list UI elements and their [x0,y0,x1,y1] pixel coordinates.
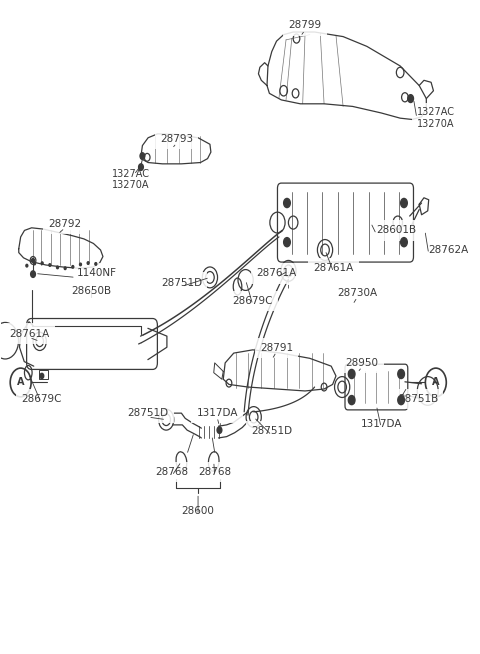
Text: 28793: 28793 [160,134,193,144]
Circle shape [401,237,408,247]
Text: 28768: 28768 [156,467,189,477]
Circle shape [284,198,290,207]
Text: 28761A: 28761A [256,269,297,279]
Text: 1327AC
13270A: 1327AC 13270A [417,107,455,129]
Circle shape [140,153,145,160]
Circle shape [31,271,36,277]
Circle shape [72,266,74,268]
Circle shape [41,262,43,264]
Circle shape [49,264,51,266]
Text: 1327AC
13270A: 1327AC 13270A [112,169,150,190]
Circle shape [408,95,413,103]
Text: 28601B: 28601B [376,226,417,235]
Text: 1317DA: 1317DA [196,408,238,418]
Text: 28679C: 28679C [21,394,61,404]
Text: 28751B: 28751B [398,394,438,404]
Circle shape [348,396,355,405]
Circle shape [217,427,222,434]
Circle shape [40,373,44,379]
Circle shape [87,262,89,264]
Text: 28950: 28950 [346,358,379,368]
Text: 1140NF: 1140NF [77,269,117,279]
Circle shape [139,164,144,171]
Circle shape [284,237,290,247]
Text: A: A [432,377,440,387]
Text: 1317DA: 1317DA [360,419,402,428]
Circle shape [26,264,28,267]
Circle shape [57,266,59,269]
Circle shape [64,267,66,269]
Circle shape [95,263,97,266]
Circle shape [34,262,36,265]
Text: 28600: 28600 [181,506,215,516]
Text: A: A [17,377,24,387]
Text: 28791: 28791 [260,343,293,353]
Circle shape [398,370,405,379]
Text: 28792: 28792 [48,219,82,229]
Text: 28730A: 28730A [337,288,377,298]
Text: 28799: 28799 [288,20,322,31]
Circle shape [32,258,35,262]
Bar [38,370,48,379]
Text: 28761A: 28761A [9,328,49,339]
Circle shape [401,198,408,207]
Circle shape [398,396,405,405]
Text: 28751D: 28751D [251,426,292,436]
Text: 28768: 28768 [198,467,231,477]
Text: 28761A: 28761A [313,264,354,273]
Circle shape [348,370,355,379]
Text: 28751D: 28751D [128,408,168,418]
Circle shape [80,263,82,266]
Text: 28762A: 28762A [429,245,469,255]
Text: 28679C: 28679C [232,296,273,306]
Text: 28650B: 28650B [71,286,111,296]
Text: 28751D: 28751D [161,277,202,288]
